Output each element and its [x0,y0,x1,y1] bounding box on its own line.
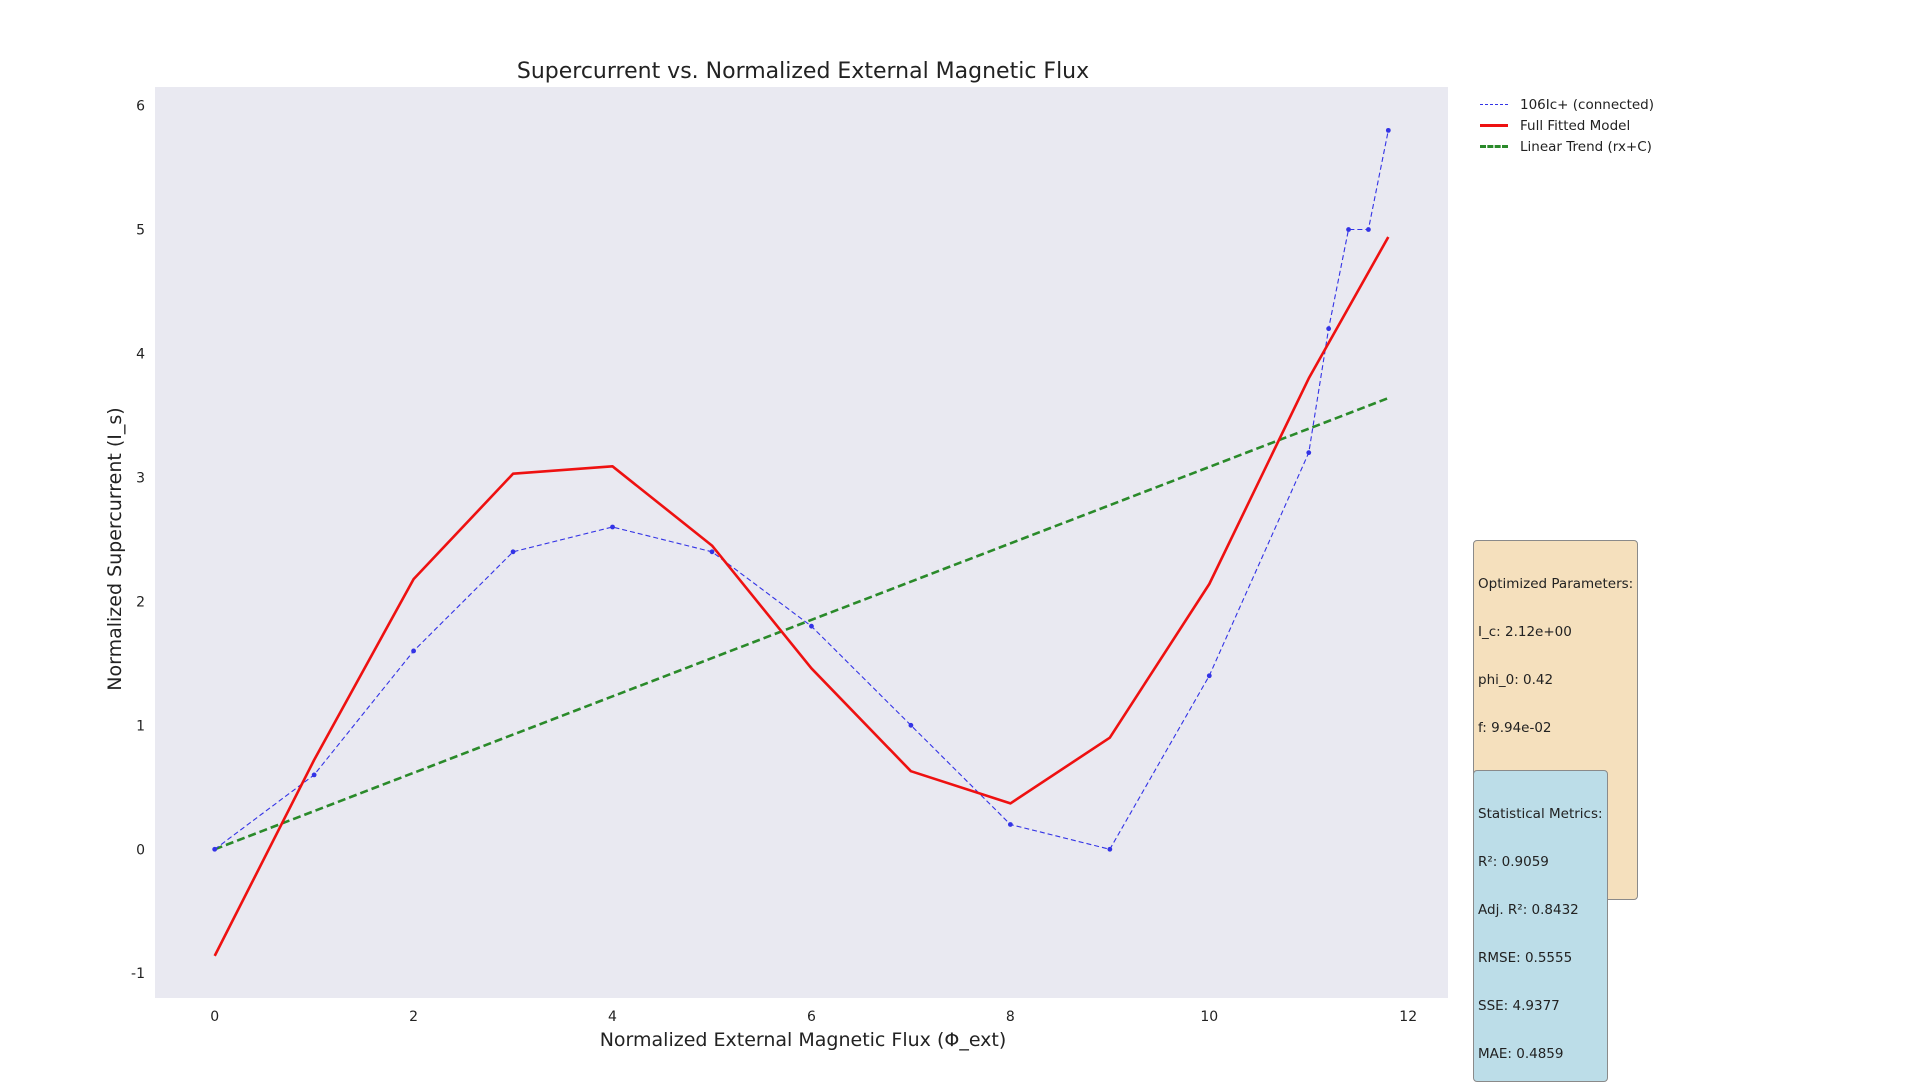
y-tick-label: 4 [136,346,145,362]
legend: 106Ic+ (connected) Full Fitted Model Lin… [1480,94,1654,157]
data-point [411,648,416,654]
data-point [610,524,615,530]
plot-area [155,87,1448,998]
x-tick-label: 6 [807,1009,816,1025]
data-point [1306,450,1312,456]
y-tick-label: -1 [131,966,145,982]
x-axis-label: Normalized External Magnetic Flux (Φ_ext… [600,1029,1007,1051]
y-axis-label: Normalized Supercurrent (I_s) [104,407,126,690]
data-point [809,623,814,629]
series-line-0 [214,130,1389,850]
metrics-box: Statistical Metrics: R²: 0.9059 Adj. R²:… [1473,770,1608,1082]
y-tick-label: 6 [136,99,145,115]
metric-line: RMSE: 0.5555 [1478,950,1573,966]
series-group [212,127,1391,957]
data-point [212,846,218,852]
x-tick-label: 10 [1200,1009,1218,1025]
metric-line: SSE: 4.9377 [1478,998,1560,1014]
data-point [1007,822,1013,827]
data-point [1366,227,1371,232]
parameters-title: Optimized Parameters: [1478,576,1634,592]
legend-item-fit: Full Fitted Model [1480,115,1654,136]
legend-item-data: 106Ic+ (connected) [1480,94,1654,115]
data-point [1346,227,1351,232]
parameter-line: I_c: 2.12e+00 [1478,624,1572,640]
legend-swatch-fit [1480,124,1508,127]
data-point [1206,673,1212,679]
y-tick-label: 0 [136,842,145,858]
y-tick-label: 5 [136,223,145,239]
x-tick-label: 12 [1399,1009,1417,1025]
x-axis-ticks: 0 2 4 6 8 10 12 [210,1009,1417,1025]
x-tick-label: 8 [1006,1009,1015,1025]
y-tick-label: 3 [136,470,145,486]
x-tick-label: 4 [608,1009,617,1025]
metric-line: MAE: 0.4859 [1478,1046,1564,1062]
legend-swatch-trend [1480,145,1508,148]
x-tick-label: 2 [409,1009,418,1025]
chart-title: Supercurrent vs. Normalized External Mag… [517,59,1089,84]
legend-swatch-data [1480,104,1508,105]
data-point [1107,846,1113,852]
metrics-title: Statistical Metrics: [1478,806,1603,822]
metric-line: R²: 0.9059 [1478,854,1549,870]
data-point [908,722,914,728]
data-point [709,549,715,555]
legend-label-data: 106Ic+ (connected) [1520,96,1654,113]
y-tick-label: 1 [136,718,145,734]
parameter-line: phi_0: 0.42 [1478,672,1554,688]
metric-line: Adj. R²: 0.8432 [1478,902,1579,918]
parameter-line: f: 9.94e-02 [1478,720,1552,736]
x-tick-label: 0 [210,1009,219,1025]
data-point [311,772,317,778]
y-tick-label: 2 [136,594,145,610]
series-line-1 [213,236,1390,957]
legend-label-fit: Full Fitted Model [1520,117,1631,134]
data-point [1326,326,1332,332]
legend-label-trend: Linear Trend (rx+C) [1520,138,1652,155]
data-point [510,549,516,555]
y-axis-ticks: -1 0 1 2 3 4 5 6 [131,99,145,983]
legend-item-trend: Linear Trend (rx+C) [1480,136,1654,157]
data-point [1385,127,1391,133]
series-line-2 [214,396,1389,851]
